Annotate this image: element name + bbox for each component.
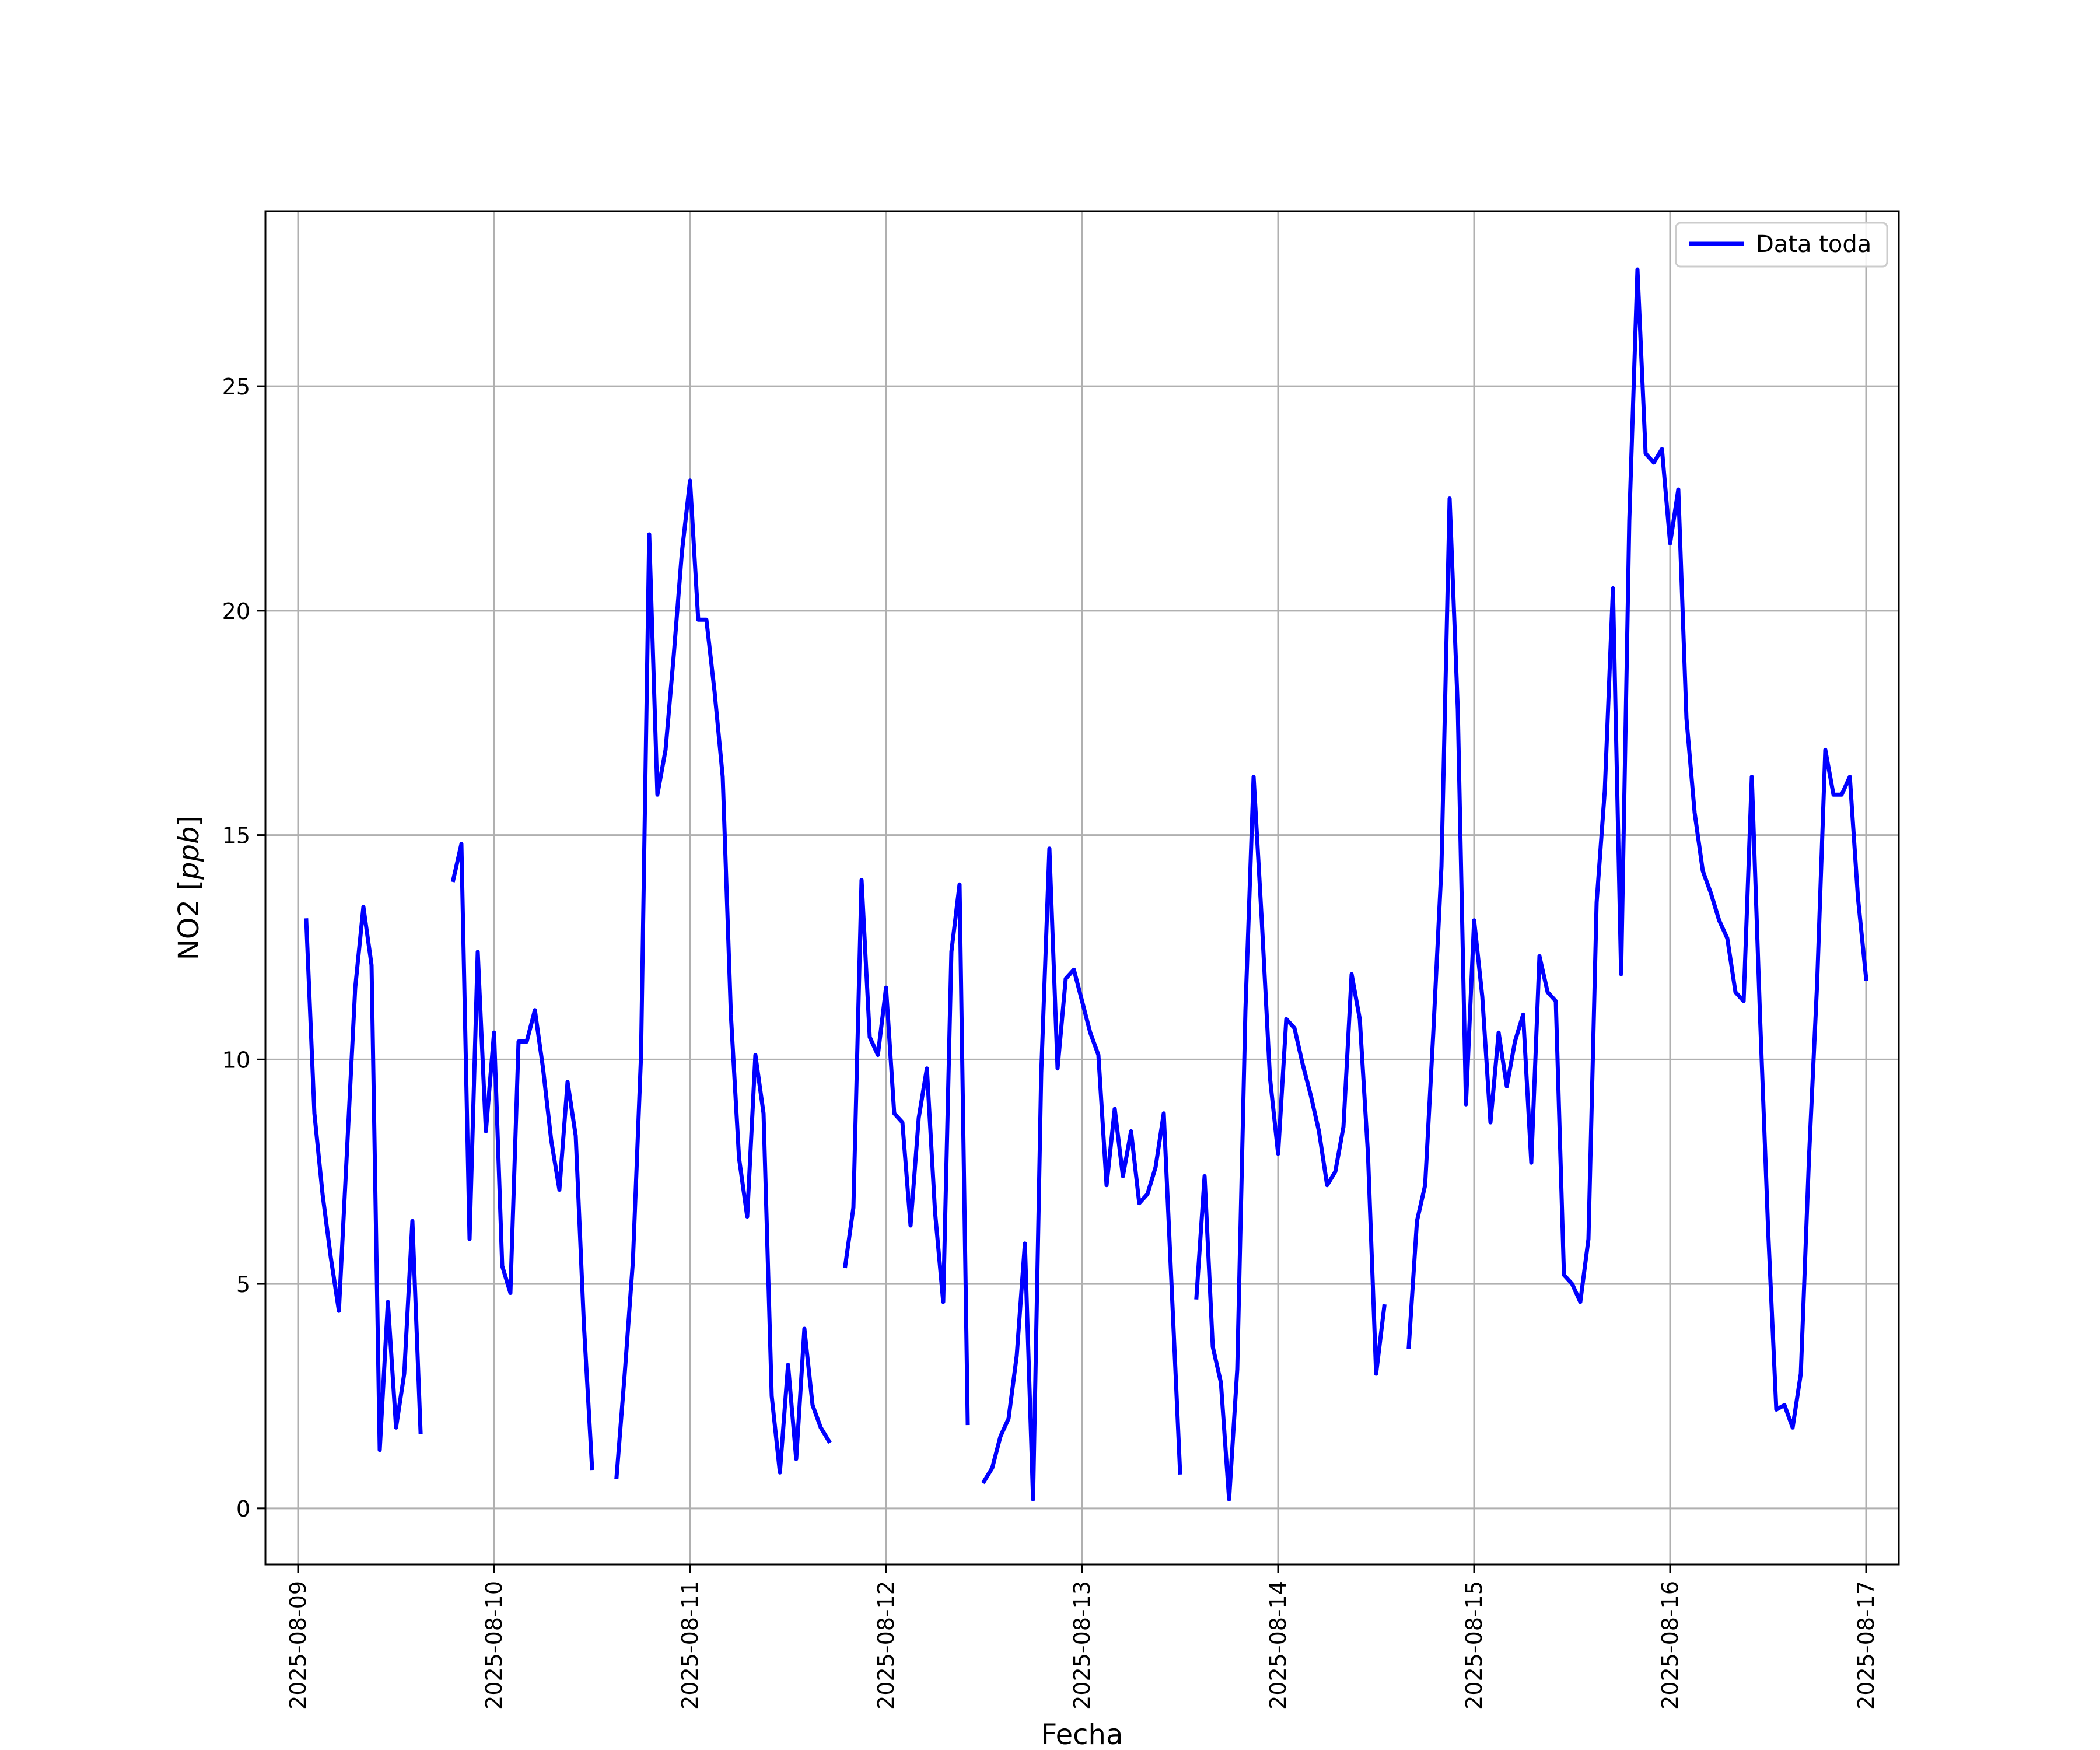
x-tick-label: 2025-08-15	[1461, 1581, 1487, 1710]
y-axis-unit: ppb	[173, 827, 205, 880]
legend-label: Data toda	[1756, 231, 1871, 258]
y-tick-label: 25	[222, 374, 250, 400]
y-tick-label: 5	[236, 1272, 250, 1297]
x-tick-label: 2025-08-17	[1853, 1581, 1879, 1710]
x-tick-label: 2025-08-16	[1657, 1581, 1683, 1710]
x-tick-label: 2025-08-09	[285, 1581, 311, 1710]
x-tick-label: 2025-08-11	[677, 1581, 703, 1710]
legend-box	[1675, 222, 1888, 268]
legend: Data toda	[1675, 222, 1888, 268]
y-tick-label: 20	[222, 598, 250, 624]
grid	[265, 211, 1899, 1564]
y-tick-label: 10	[222, 1047, 250, 1073]
y-tick-label: 15	[222, 823, 250, 849]
series-line-segment	[614, 478, 832, 1479]
series-layer	[304, 267, 1868, 1502]
ticks: 2025-08-09 2025-08-10 2025-08-11 2025-08-12…	[222, 374, 1879, 1710]
y-tick-label: 0	[236, 1496, 250, 1522]
x-tick-label: 2025-08-14	[1265, 1581, 1291, 1710]
x-axis-title: Fecha	[1041, 1718, 1124, 1750]
y-axis-title: NO2 [ppb]	[173, 816, 205, 960]
series-line-segment	[1406, 267, 1868, 1430]
x-tick-label: 2025-08-10	[481, 1581, 507, 1710]
series-line-segment	[304, 905, 423, 1452]
series-line-segment	[1194, 775, 1387, 1502]
series-line-segment	[450, 842, 594, 1471]
series-line-segment	[981, 846, 1182, 1502]
x-tick-label: 2025-08-13	[1069, 1581, 1095, 1710]
series-line-segment	[843, 878, 970, 1426]
x-tick-label: 2025-08-12	[873, 1581, 899, 1710]
